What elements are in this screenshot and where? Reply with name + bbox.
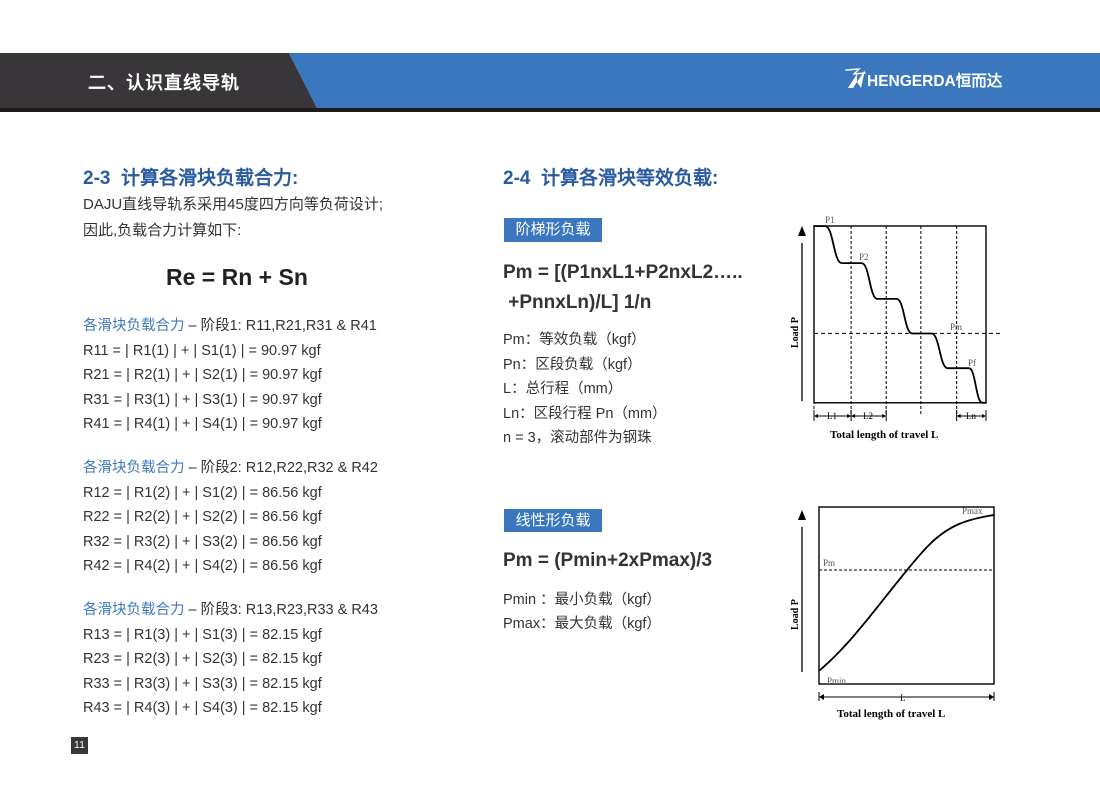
svg-text:Pf: Pf: [968, 358, 976, 368]
svg-text:Pmin: Pmin: [827, 676, 847, 686]
svg-text:Load P: Load P: [790, 317, 801, 348]
svg-text:Pmax: Pmax: [962, 506, 983, 516]
svg-text:Pm: Pm: [823, 558, 835, 568]
svg-text:P2: P2: [859, 252, 869, 262]
svg-text:L2: L2: [863, 411, 873, 421]
svg-text:Ln: Ln: [966, 411, 976, 421]
svg-text:Total length of travel L: Total length of travel L: [837, 708, 945, 720]
svg-text:L1: L1: [827, 411, 837, 421]
svg-text:Pm: Pm: [950, 322, 962, 332]
svg-text:P1: P1: [825, 215, 835, 225]
svg-text:Total length of travel L: Total length of travel L: [830, 429, 938, 441]
svg-text:L: L: [900, 693, 906, 703]
svg-text:Load P: Load P: [790, 599, 801, 630]
